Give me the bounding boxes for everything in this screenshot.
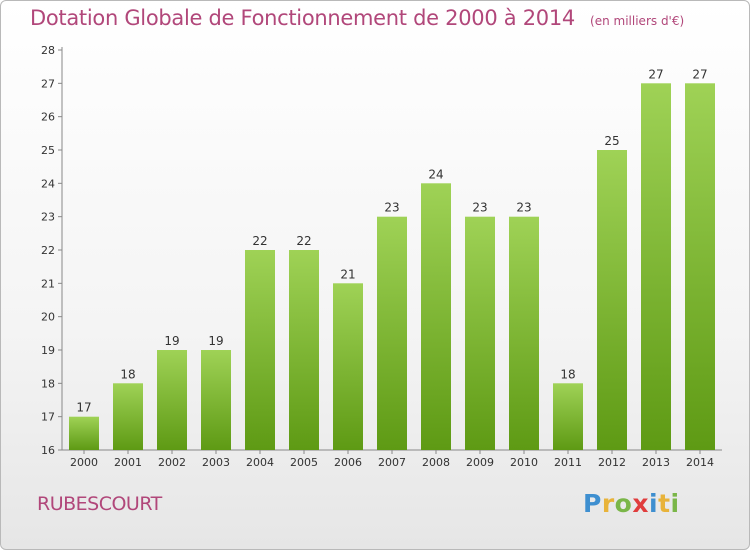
- value-label-2011: 18: [560, 367, 575, 381]
- value-label-2007: 23: [384, 201, 399, 215]
- value-label-2008: 24: [428, 167, 443, 181]
- x-tick-label-2002: 2002: [158, 456, 186, 469]
- logo-letter: P: [583, 489, 602, 518]
- x-tick-label-2006: 2006: [334, 456, 362, 469]
- x-tick-label-2005: 2005: [290, 456, 318, 469]
- bar-2009: [465, 216, 495, 450]
- value-label-2001: 18: [120, 367, 135, 381]
- x-tick-label-2000: 2000: [70, 456, 98, 469]
- value-label-2013: 27: [648, 67, 663, 81]
- value-label-2006: 21: [340, 267, 355, 281]
- chart-subtitle: (en milliers d'€): [590, 14, 685, 28]
- value-label-2000: 17: [76, 401, 91, 415]
- y-tick-label: 19: [41, 344, 55, 357]
- x-tick-label-2010: 2010: [510, 456, 538, 469]
- proxiti-logo: Proxiti: [583, 489, 680, 518]
- x-tick-label-2009: 2009: [466, 456, 494, 469]
- value-label-2012: 25: [604, 134, 619, 148]
- value-label-2002: 19: [164, 334, 179, 348]
- bar-2001: [113, 383, 143, 450]
- commune-name: RUBESCOURT: [37, 493, 162, 515]
- x-tick-label-2001: 2001: [114, 456, 142, 469]
- bar-2012: [597, 150, 627, 450]
- value-label-2005: 22: [296, 234, 311, 248]
- bar-2002: [157, 350, 187, 450]
- bar-2007: [377, 216, 407, 450]
- bar-2011: [553, 383, 583, 450]
- x-tick-label-2014: 2014: [686, 456, 714, 469]
- value-label-2010: 23: [516, 201, 531, 215]
- x-tick-label-2007: 2007: [378, 456, 406, 469]
- y-tick-label: 21: [41, 277, 55, 290]
- x-tick-label-2003: 2003: [202, 456, 230, 469]
- y-tick-label: 20: [41, 311, 55, 324]
- y-tick-label: 23: [41, 211, 55, 224]
- y-tick-label: 28: [41, 44, 55, 57]
- x-tick-label-2004: 2004: [246, 456, 274, 469]
- logo-letter: i: [670, 489, 680, 518]
- x-tick-label-2011: 2011: [554, 456, 582, 469]
- bar-2013: [641, 83, 671, 451]
- value-label-2003: 19: [208, 334, 223, 348]
- value-label-2004: 22: [252, 234, 267, 248]
- y-tick-label: 18: [41, 377, 55, 390]
- y-tick-label: 26: [41, 111, 55, 124]
- logo-letter: r: [601, 489, 615, 518]
- bar-2004: [245, 250, 275, 450]
- bar-2008: [421, 183, 451, 451]
- value-label-2009: 23: [472, 201, 487, 215]
- bar-2014: [685, 83, 715, 451]
- chart-title: Dotation Globale de Fonctionnement de 20…: [30, 6, 575, 30]
- x-tick-label-2013: 2013: [642, 456, 670, 469]
- y-tick-label: 25: [41, 144, 55, 157]
- y-tick-label: 22: [41, 244, 55, 257]
- bar-2005: [289, 250, 319, 450]
- x-tick-label-2012: 2012: [598, 456, 626, 469]
- y-tick-label: 16: [41, 444, 55, 457]
- logo-letter: t: [658, 489, 671, 518]
- title-row: Dotation Globale de Fonctionnement de 20…: [30, 6, 684, 30]
- logo-letter: o: [614, 489, 633, 518]
- bar-2000: [69, 416, 99, 450]
- y-tick-label: 27: [41, 77, 55, 90]
- y-tick-label: 17: [41, 411, 55, 424]
- logo-letter: i: [649, 489, 659, 518]
- x-tick-label-2008: 2008: [422, 456, 450, 469]
- bar-2010: [509, 216, 539, 450]
- bar-2006: [333, 283, 363, 450]
- logo-letter: x: [632, 489, 649, 518]
- y-tick-label: 24: [41, 177, 55, 190]
- value-label-2014: 27: [692, 67, 707, 81]
- bar-2003: [201, 350, 231, 450]
- bars: [69, 83, 715, 451]
- labels: 16 17 18 19 20 21 22 23 24 25 26 27 28 17 2000 18 2001 19…: [41, 44, 714, 469]
